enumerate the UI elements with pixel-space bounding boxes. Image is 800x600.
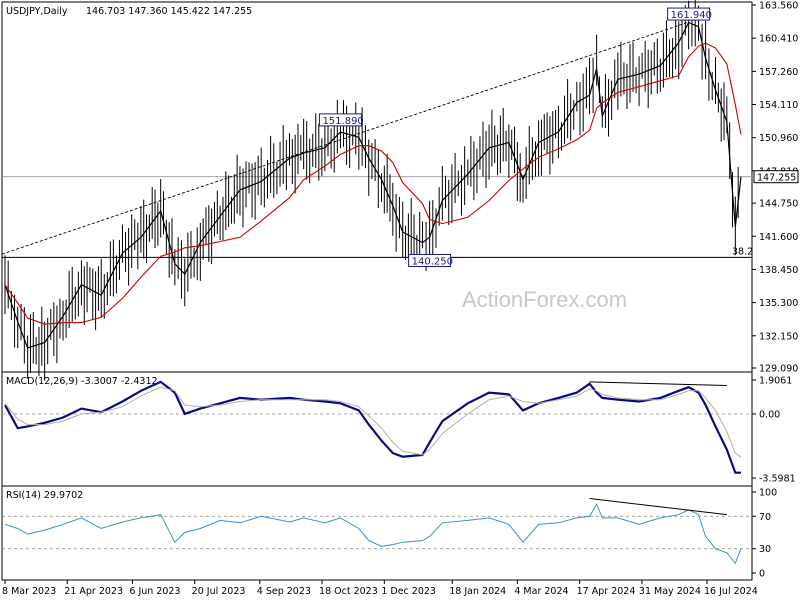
current-price-label: 147.255 [757,173,796,184]
macd-axis-label: -3.5981 [759,474,796,485]
x-axis-label: 8 Mar 2023 [2,586,56,597]
x-axis-label: 4 Sep 2023 [257,586,311,597]
macd-axis-label: 0.00 [759,409,780,420]
macd-signal-line [4,386,742,458]
x-axis-label: 6 Jun 2023 [129,586,180,597]
x-axis-label: 18 Jan 2024 [449,586,506,597]
x-axis-label: 16 Jul 2024 [704,586,758,597]
x-axis-label: 1 Dec 2023 [381,586,436,597]
price-axis-label: 163.560 [759,1,798,12]
current-price-box [753,170,799,184]
x-axis-label: 31 May 2024 [639,586,701,597]
macd-axis-label: 1.9061 [759,376,792,387]
macd-line [4,380,741,474]
rsi-title: RSI(14) 29.9702 [6,490,83,501]
moving-average-line [4,42,742,325]
x-axis-label: 17 Apr 2024 [577,586,636,597]
chart-title: USDJPY,Daily [6,6,68,17]
rsi-axis-label: 100 [759,488,777,499]
rsi-line [4,502,742,565]
fib-level-label: 38.2 [732,246,753,257]
price-candles [4,0,739,381]
macd-divergence-line [589,381,727,386]
rsi-divergence-line [589,497,727,516]
annotation-box [667,7,711,21]
price-axis-label: 141.600 [759,232,798,243]
x-axis-label: 4 Mar 2024 [514,586,568,597]
rsi-axis-label: 0 [759,569,765,580]
macd-title: MACD(12,26,9) -3.3007 -2.4312 [6,376,158,387]
annotation-box [408,253,452,267]
price-axis-label: 138.450 [759,265,798,276]
trendline [1,21,689,255]
annotation-label: 161.940 [671,10,712,21]
price-axis-label: 160.410 [759,34,798,45]
annotation-label: 140.250 [412,256,453,267]
ohlc-readout: 146.703 147.360 145.422 147.255 [86,6,252,17]
panel-frame-3 [1,485,753,581]
x-axis-label: 18 Oct 2023 [319,586,378,597]
price-axis-label: 154.110 [759,100,798,111]
price-axis-label: 157.260 [759,67,798,78]
price-axis-label: 150.960 [759,133,798,144]
price-axis-label: 132.150 [759,331,798,342]
price-axis-label: 135.300 [759,298,798,309]
price-axis-label: 129.090 [759,364,798,375]
price-axis-label: 144.750 [759,199,798,210]
annotation-label: 151.890 [322,116,363,127]
rsi-axis-label: 70 [759,512,771,523]
annotation-box [318,113,362,127]
x-axis-label: 21 Apr 2023 [64,586,123,597]
rsi-axis-label: 30 [759,544,771,555]
x-axis-label: 20 Jul 2023 [192,586,246,597]
watermark: ActionForex.com [462,287,627,312]
